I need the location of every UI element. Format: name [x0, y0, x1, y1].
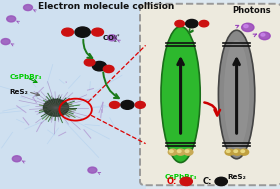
Circle shape: [135, 101, 145, 108]
Circle shape: [108, 35, 116, 41]
Circle shape: [170, 150, 173, 152]
Circle shape: [1, 39, 10, 45]
Circle shape: [244, 25, 248, 28]
Circle shape: [109, 101, 120, 108]
Circle shape: [178, 150, 181, 152]
Circle shape: [43, 99, 69, 116]
Circle shape: [75, 27, 90, 37]
Circle shape: [233, 149, 242, 155]
Text: CO$_2^{\nu*}$: CO$_2^{\nu*}$: [102, 33, 121, 46]
Circle shape: [7, 16, 16, 22]
Text: Electron molecule collision: Electron molecule collision: [38, 2, 175, 11]
Circle shape: [168, 149, 177, 155]
Circle shape: [242, 23, 254, 32]
Text: Photons: Photons: [233, 6, 271, 15]
Ellipse shape: [218, 30, 255, 159]
Circle shape: [186, 19, 198, 28]
Ellipse shape: [161, 26, 200, 163]
Circle shape: [185, 150, 189, 152]
Circle shape: [92, 61, 106, 71]
Text: O:: O:: [167, 177, 178, 186]
Circle shape: [176, 149, 185, 155]
Ellipse shape: [224, 40, 249, 149]
Circle shape: [24, 5, 32, 11]
FancyBboxPatch shape: [0, 0, 146, 189]
Circle shape: [261, 33, 265, 36]
Circle shape: [225, 149, 234, 155]
Text: CsPbBr₃: CsPbBr₃: [164, 174, 197, 180]
Circle shape: [92, 28, 104, 36]
Text: ReS₂: ReS₂: [227, 174, 246, 180]
Circle shape: [234, 150, 237, 152]
Circle shape: [175, 20, 185, 27]
Circle shape: [215, 177, 227, 186]
Text: ReS₂: ReS₂: [10, 89, 29, 95]
Circle shape: [103, 65, 114, 73]
FancyBboxPatch shape: [140, 4, 280, 185]
Circle shape: [241, 150, 244, 152]
Text: C:: C:: [202, 177, 212, 186]
Circle shape: [180, 177, 192, 186]
Circle shape: [88, 167, 97, 173]
Circle shape: [84, 59, 95, 66]
Text: CsPbBr₃: CsPbBr₃: [10, 74, 42, 80]
Circle shape: [12, 156, 21, 162]
Circle shape: [184, 149, 193, 155]
Circle shape: [227, 150, 230, 152]
Circle shape: [240, 149, 249, 155]
Circle shape: [121, 101, 134, 109]
Circle shape: [259, 32, 270, 40]
Circle shape: [62, 28, 73, 36]
Circle shape: [199, 20, 209, 27]
